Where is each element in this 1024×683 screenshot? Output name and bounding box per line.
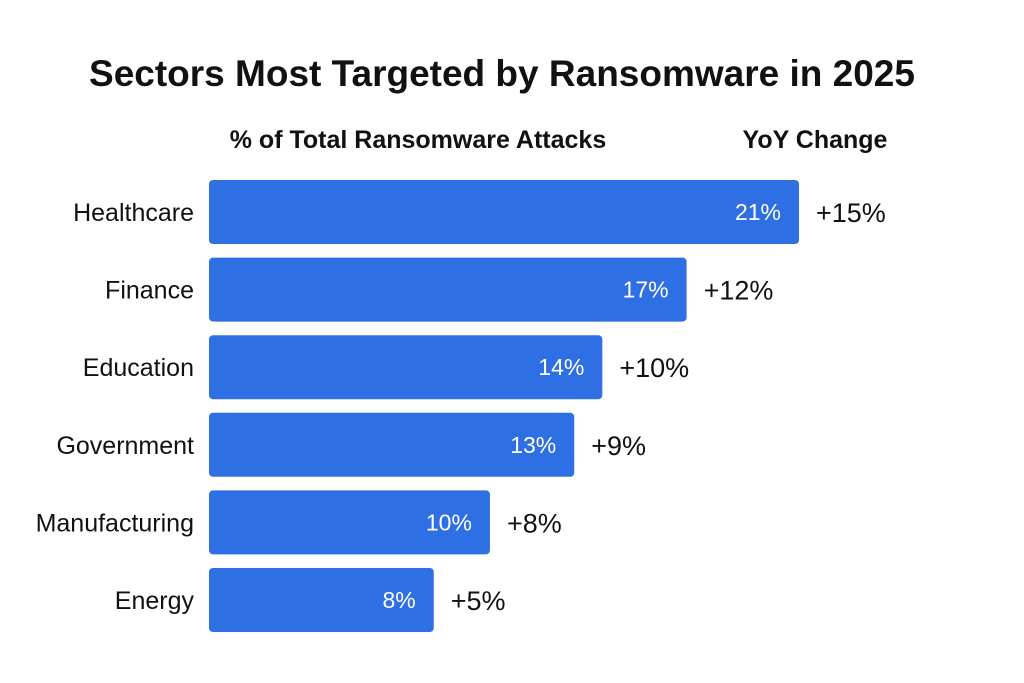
- category-label: Healthcare: [73, 199, 194, 227]
- bar-government: [209, 412, 575, 477]
- yoy-column-header: YoY Change: [743, 126, 888, 154]
- category-label: Manufacturing: [36, 509, 194, 537]
- yoy-change-label: +15%: [816, 198, 886, 228]
- bar-value-label: 14%: [538, 354, 584, 380]
- yoy-change-label: +5%: [451, 586, 506, 616]
- bar-value-label: 17%: [623, 277, 669, 303]
- bar-value-label: 8%: [383, 587, 416, 613]
- category-label: Energy: [115, 587, 195, 615]
- bar-value-label: 10%: [426, 509, 472, 535]
- yoy-change-label: +10%: [619, 353, 689, 383]
- yoy-change-label: +9%: [591, 431, 646, 461]
- value-column-header: % of Total Ransomware Attacks: [230, 126, 606, 154]
- bar-value-label: 13%: [510, 432, 556, 458]
- bars-group: Healthcare 21% +15% Finance 17% +12% Education…: [36, 180, 886, 632]
- category-label: Education: [83, 354, 194, 382]
- category-label: Finance: [105, 277, 194, 305]
- category-label: Government: [56, 432, 194, 460]
- yoy-change-label: +12%: [704, 276, 774, 306]
- bar-value-label: 21%: [735, 199, 781, 225]
- bar-finance: [209, 257, 687, 322]
- bar-healthcare: [209, 180, 799, 244]
- bar-education: [209, 335, 603, 400]
- yoy-change-label: +8%: [507, 508, 562, 538]
- bar-energy: [209, 568, 434, 632]
- chart-title: Sectors Most Targeted by Ransomware in 2…: [89, 53, 915, 94]
- bar-manufacturing: [209, 490, 490, 555]
